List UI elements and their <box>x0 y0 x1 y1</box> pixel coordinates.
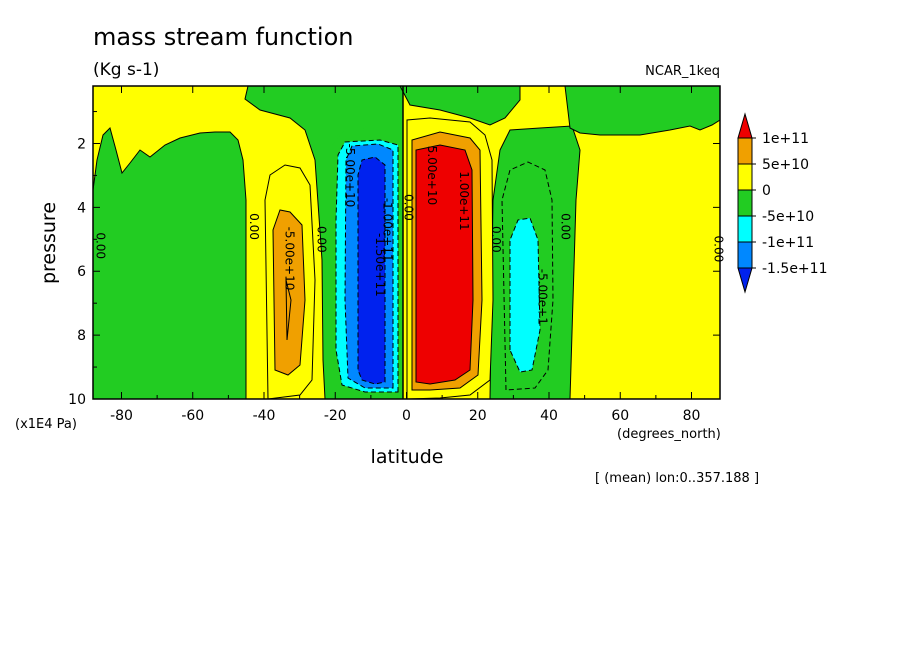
y-tick-label: 8 <box>77 328 86 344</box>
colorbar-box <box>737 189 753 217</box>
x-tick-label: 0 <box>402 408 411 424</box>
colorbar-label: 5e+10 <box>762 157 809 173</box>
south-hadley-minus1.5e11 <box>357 156 386 385</box>
colorbar-label: -1e+11 <box>762 235 814 251</box>
colorbar-box <box>737 137 753 165</box>
colorbar-label: -5e+10 <box>762 209 814 225</box>
colorbar-box <box>737 163 753 191</box>
colorbar-box <box>737 241 753 269</box>
x-tick-label: -20 <box>324 408 347 424</box>
contour-label: 0.00 <box>489 226 503 253</box>
contour-label: 0.00 <box>247 213 261 240</box>
x-tick-label: -60 <box>181 408 204 424</box>
y-tick-label: 2 <box>77 136 86 152</box>
colorbar-bottom-triangle <box>737 267 753 294</box>
mean-note: [ (mean) lon:0..357.188 ] <box>595 471 759 486</box>
dataset-label: NCAR_1keq <box>645 64 720 79</box>
upper-tropical-negative-patch <box>399 86 521 126</box>
y-tick-label: 10 <box>68 392 86 408</box>
contour-label: -5.00e+1 <box>535 269 549 325</box>
chart-title: mass stream function <box>93 23 354 51</box>
x-tick-label: 80 <box>683 408 701 424</box>
x-tick-label: 60 <box>611 408 629 424</box>
contour-label: -1.00e+11 <box>380 198 394 262</box>
contour-label: 0.00 <box>94 232 108 259</box>
contour-label: -1.50e+11 <box>373 233 387 297</box>
y-axis-label: pressure <box>38 202 60 284</box>
colorbar-label: 0 <box>762 183 771 199</box>
contour-label: 1.00e+11 <box>457 171 471 230</box>
contour-label: 0.00 <box>558 213 572 240</box>
north-polar-negative-strip <box>564 86 720 136</box>
contour-label: -5.00e+10 <box>343 144 357 208</box>
x-tick-label: 40 <box>540 408 558 424</box>
y-axis: 2 4 6 8 10 <box>68 111 720 408</box>
y-units-label: (x1E4 Pa) <box>15 417 77 432</box>
y-tick-label: 6 <box>77 264 86 280</box>
contour-label: 5.00e+10 <box>425 146 439 205</box>
x-tick-label: 20 <box>469 408 487 424</box>
y-tick-label: 4 <box>77 200 86 216</box>
contour-label: 0.00 <box>402 194 416 221</box>
south-polar-negative-region <box>93 127 247 399</box>
contour-field <box>93 86 720 399</box>
colorbar-top-triangle <box>737 112 753 139</box>
colorbar-label: 1e+11 <box>762 131 809 147</box>
contour-labels: 0.000.00-5.00e+10 0.00-5.00e+10-1.00e+11-… <box>94 144 726 325</box>
contour-label: 0.00 <box>712 236 726 263</box>
north-ferrel-minus5e10 <box>509 217 541 373</box>
colorbar: 1e+11 5e+10 0 -5e+10 -1e+11 -1.5e+11 <box>737 112 827 294</box>
x-axis: -80 -60 -40 -20 0 20 40 60 80 <box>110 86 700 424</box>
south-ferrel-inner <box>285 279 292 341</box>
north-hadley-1e11 <box>415 144 474 385</box>
x-tick-label: -80 <box>110 408 133 424</box>
colorbar-label: -1.5e+11 <box>762 261 827 277</box>
contour-label: -5.00e+10 <box>282 227 296 291</box>
chart-units: (Kg s-1) <box>93 60 159 80</box>
x-units-label: (degrees_north) <box>617 427 721 442</box>
x-axis-label: latitude <box>371 446 444 468</box>
colorbar-box <box>737 215 753 243</box>
contour-label: 0.00 <box>314 226 328 253</box>
x-tick-label: -40 <box>253 408 276 424</box>
